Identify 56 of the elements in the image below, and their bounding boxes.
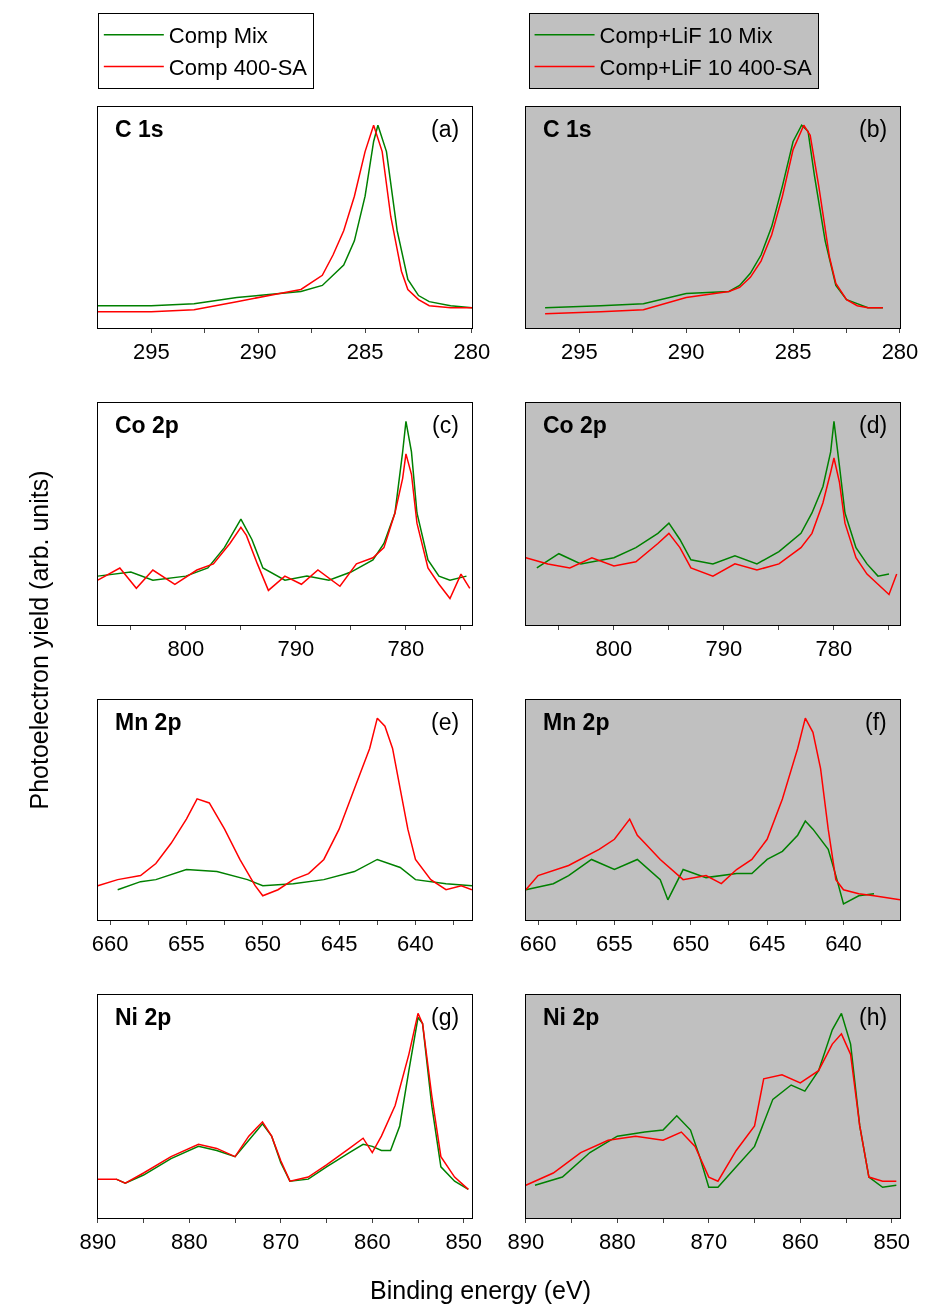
x-tick-label: 850 — [873, 1229, 911, 1255]
x-tick-label: 880 — [170, 1229, 208, 1255]
x-tick-label: 285 — [774, 339, 812, 365]
x-tick-label: 800 — [167, 636, 205, 662]
x-tick-label: 650 — [672, 931, 710, 957]
x-tick-label: 290 — [667, 339, 705, 365]
x-tick-label: 870 — [262, 1229, 300, 1255]
x-tick-label: 640 — [825, 931, 862, 957]
legend-label: Comp+LiF 10 400-SA — [599, 54, 813, 80]
x-axis-title: Binding energy (eV) — [370, 1276, 591, 1304]
x-tick-label: 295 — [560, 339, 598, 365]
chart-title: C 1s — [543, 116, 592, 142]
x-tick-label: 660 — [91, 931, 129, 957]
annotation: (e) — [431, 709, 460, 735]
legend-label: Comp Mix — [168, 23, 268, 49]
x-tick-label: 890 — [79, 1229, 117, 1255]
chart-title: Ni 2p — [115, 1004, 172, 1030]
chart-title: Mn 2p — [115, 709, 182, 735]
x-tick-label: 640 — [397, 931, 434, 957]
chart-title: Mn 2p — [543, 709, 610, 735]
x-tick-label: 280 — [453, 339, 491, 365]
chart-title: Co 2p — [543, 412, 607, 438]
annotation: (h) — [859, 1004, 888, 1030]
x-tick-label: 290 — [239, 339, 277, 365]
x-tick-label: 780 — [387, 636, 425, 662]
x-tick-label: 655 — [596, 931, 633, 957]
chart-title: Ni 2p — [543, 1004, 600, 1030]
x-tick-label: 860 — [781, 1229, 819, 1255]
annotation: (a) — [431, 116, 460, 142]
x-tick-label: 870 — [690, 1229, 728, 1255]
x-tick-label: 880 — [598, 1229, 636, 1255]
x-tick-label: 850 — [445, 1229, 483, 1255]
x-tick-label: 800 — [595, 636, 633, 662]
x-tick-label: 280 — [881, 339, 919, 365]
x-tick-label: 790 — [705, 636, 743, 662]
x-tick-label: 285 — [346, 339, 384, 365]
x-tick-label: 655 — [168, 931, 205, 957]
x-tick-label: 890 — [507, 1229, 545, 1255]
annotation: (b) — [859, 116, 888, 142]
chart-title: Co 2p — [115, 412, 179, 438]
x-tick-label: 645 — [320, 931, 358, 957]
x-tick-label: 650 — [244, 931, 282, 957]
annotation: (d) — [859, 412, 888, 438]
legend-label: Comp+LiF 10 Mix — [599, 23, 773, 49]
x-tick-label: 645 — [748, 931, 786, 957]
legend-label: Comp 400-SA — [168, 54, 308, 80]
x-tick-label: 780 — [815, 636, 853, 662]
annotation: (c) — [432, 412, 459, 438]
x-tick-label: 660 — [519, 931, 557, 957]
x-tick-label: 860 — [353, 1229, 391, 1255]
chart-title: C 1s — [115, 116, 164, 142]
x-tick-label: 295 — [132, 339, 170, 365]
annotation: (g) — [431, 1004, 460, 1030]
y-axis-title: Photoelectron yield (arb. units) — [24, 470, 53, 810]
annotation: (f) — [865, 709, 887, 735]
x-tick-label: 790 — [277, 636, 315, 662]
